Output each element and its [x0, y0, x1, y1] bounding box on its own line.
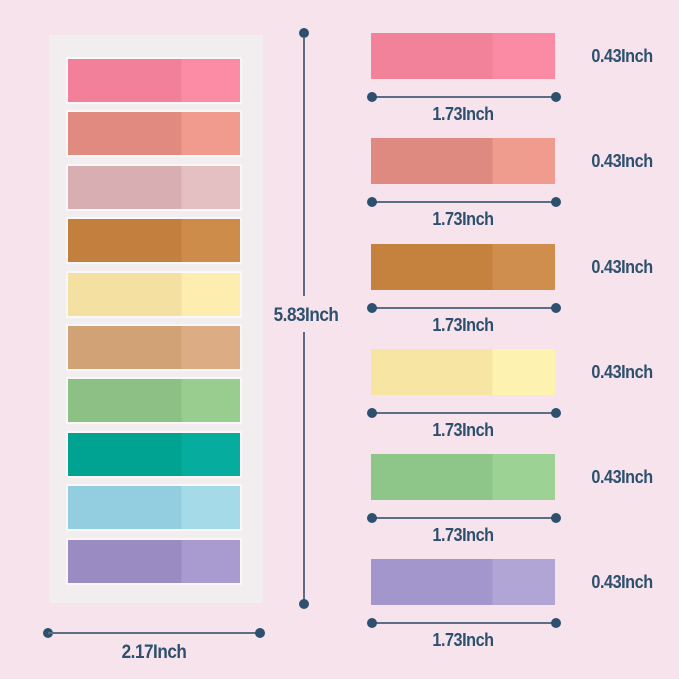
tab-width-label: 1.73Inch — [432, 209, 494, 229]
tab-dimension-row-lavender: 1.73Inch 0.43Inch — [367, 559, 671, 664]
dimension-endpoint-dot — [551, 513, 561, 523]
tab-width-label: 1.73Inch — [432, 630, 494, 650]
color-strip-green — [68, 379, 240, 423]
dimension-endpoint-dot — [551, 197, 561, 207]
dimension-endpoint-dot — [367, 197, 377, 207]
color-strip-salmon — [371, 138, 555, 184]
color-strip-tan — [68, 325, 240, 369]
dimension-endpoint-dot — [551, 92, 561, 102]
color-strip-cream-yellow — [68, 272, 240, 316]
tab-height-label: 0.43Inch — [591, 151, 653, 171]
dimension-endpoint-dot — [551, 408, 561, 418]
width-dimension-line — [48, 632, 260, 634]
color-strip-caramel — [371, 244, 555, 290]
color-strip-caramel — [68, 219, 240, 263]
tab-width-label: 1.73Inch — [432, 315, 494, 335]
tab-width-label: 1.73Inch — [432, 525, 494, 545]
dimension-endpoint-dot — [367, 408, 377, 418]
width-dimension-line — [372, 201, 556, 203]
dimension-endpoint-dot — [367, 303, 377, 313]
color-strip-lavender — [371, 559, 555, 605]
width-dimension-line — [372, 622, 556, 624]
tab-height-label: 0.43Inch — [591, 572, 653, 592]
color-strip-teal — [68, 432, 240, 476]
dimension-endpoint-dot — [367, 92, 377, 102]
width-dimension-line — [372, 96, 556, 98]
tab-dimension-row-green: 1.73Inch 0.43Inch — [367, 454, 671, 559]
color-strip-green — [371, 454, 555, 500]
tab-dimension-row-salmon: 1.73Inch 0.43Inch — [367, 138, 671, 243]
tab-dimension-row-cream-yellow: 1.73Inch 0.43Inch — [367, 349, 671, 454]
color-strip-sky-blue — [68, 486, 240, 530]
height-dimension-line-top — [303, 37, 305, 296]
dimension-endpoint-dot — [367, 513, 377, 523]
height-dimension-line-bottom — [303, 332, 305, 600]
color-strip-pink — [371, 33, 555, 79]
width-dimension-line — [372, 412, 556, 414]
tab-height-label: 0.43Inch — [591, 46, 653, 66]
dimension-endpoint-dot — [551, 303, 561, 313]
color-strip-dusty-pink — [68, 165, 240, 209]
tab-height-label: 0.43Inch — [591, 362, 653, 382]
color-strip-pink — [68, 59, 240, 102]
width-dimension-line — [372, 517, 556, 519]
tab-height-label: 0.43Inch — [591, 467, 653, 487]
dimension-endpoint-dot — [299, 599, 309, 609]
dimension-endpoint-dot — [367, 618, 377, 628]
dimension-endpoint-dot — [299, 28, 309, 38]
dimension-endpoint-dot — [551, 618, 561, 628]
tab-dimension-row-caramel: 1.73Inch 0.43Inch — [367, 244, 671, 349]
color-strip-salmon — [68, 112, 240, 156]
color-strip-lavender — [68, 539, 240, 583]
tab-dimension-row-pink: 1.73Inch 0.43Inch — [367, 33, 671, 138]
tab-width-label: 1.73Inch — [432, 104, 494, 124]
width-dimension-line — [372, 307, 556, 309]
dimension-endpoint-dot — [255, 628, 265, 638]
tab-width-label: 1.73Inch — [432, 420, 494, 440]
color-strip-cream-yellow — [371, 349, 555, 395]
height-dimension-label: 5.83Inch — [273, 305, 339, 326]
tab-height-label: 0.43Inch — [591, 257, 653, 277]
tabs-sheet-card — [49, 35, 263, 603]
card-width-dimension-label: 2.17Inch — [121, 642, 187, 663]
